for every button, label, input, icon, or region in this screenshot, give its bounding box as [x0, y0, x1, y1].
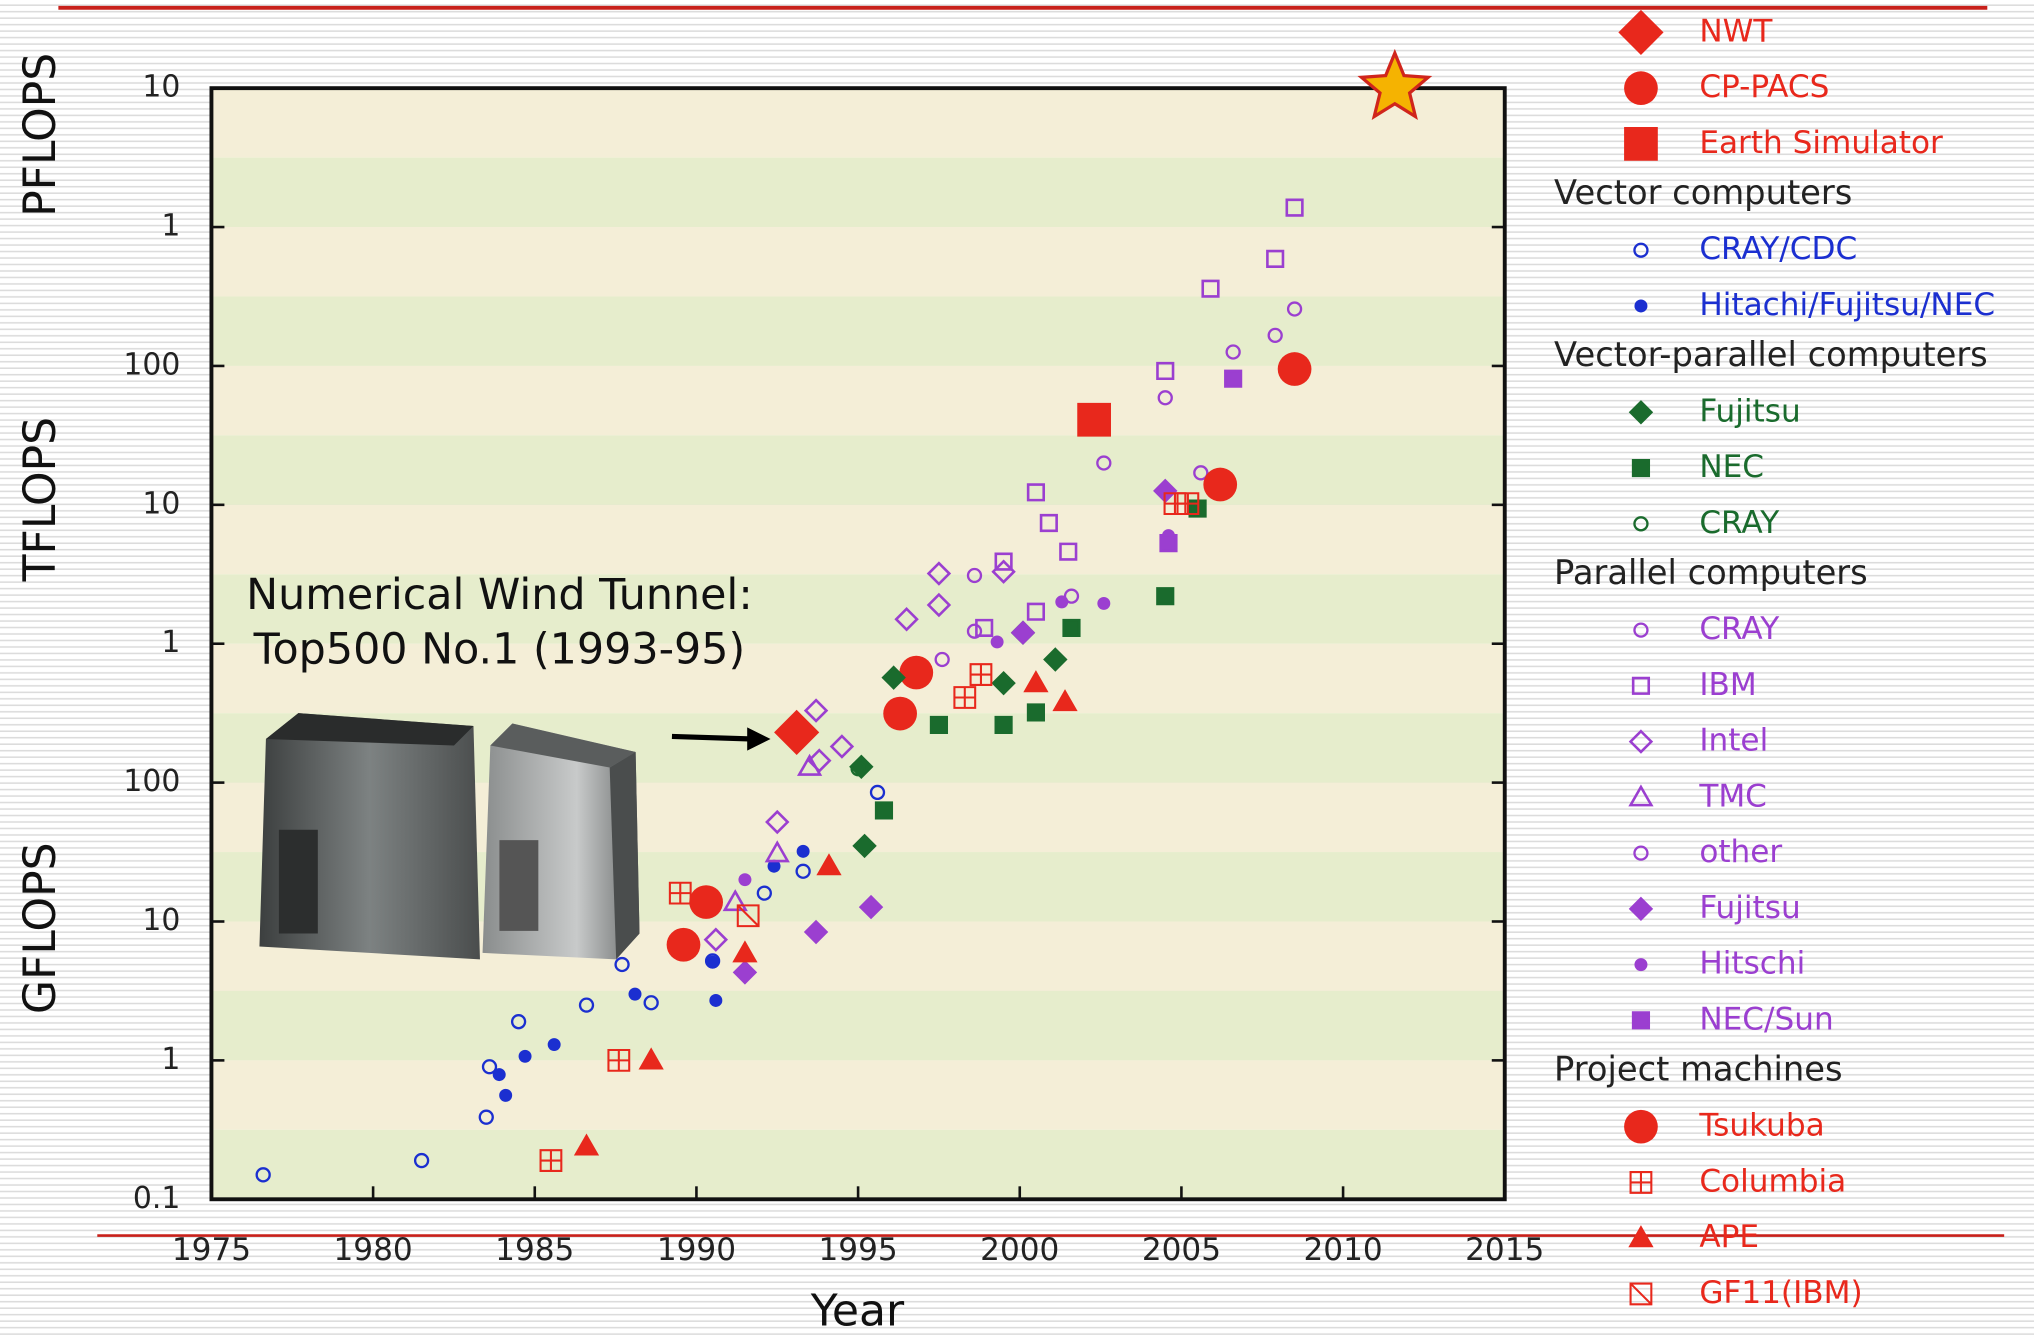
- legend-label: Hitachi/Fujitsu/NEC: [1699, 287, 1995, 323]
- point: [1157, 588, 1173, 604]
- x-tick-label: 1990: [657, 1232, 736, 1268]
- point: [706, 956, 719, 969]
- legend-label: GF11(IBM): [1699, 1275, 1862, 1311]
- legend-label: CRAY: [1699, 611, 1780, 647]
- legend-header: Vector computers: [1554, 173, 1852, 212]
- y-tick-label: 1: [161, 625, 180, 660]
- annotation: Numerical Wind Tunnel:: [246, 570, 753, 620]
- legend-label: Earth Simulator: [1699, 125, 1943, 161]
- y-tick-label: 1: [161, 209, 180, 244]
- x-axis-label: Year: [810, 1285, 905, 1336]
- unit-label: GFLOPS: [15, 842, 66, 1014]
- legend-label: Hitschi: [1699, 946, 1805, 982]
- legend-header: Vector-parallel computers: [1554, 335, 1988, 374]
- point: [689, 885, 723, 919]
- legend-label: NWT: [1699, 13, 1773, 49]
- band: [211, 88, 1504, 157]
- point: [797, 845, 810, 858]
- x-tick-label: 1975: [172, 1232, 251, 1268]
- legend-label: Fujitsu: [1699, 890, 1800, 926]
- point: [876, 803, 892, 819]
- point: [1097, 597, 1110, 610]
- legend-marker: [1625, 128, 1656, 159]
- band: [211, 505, 1504, 574]
- legend-label: Tsukuba: [1698, 1108, 1824, 1144]
- point: [996, 717, 1012, 733]
- legend-label: APE: [1699, 1219, 1759, 1255]
- y-tick-label: 0.1: [133, 1181, 180, 1216]
- x-tick-label: 2015: [1465, 1232, 1544, 1268]
- legend-header: Parallel computers: [1554, 553, 1868, 592]
- point: [1055, 595, 1068, 608]
- legend-label: NEC: [1699, 449, 1764, 485]
- point: [1064, 620, 1080, 636]
- legend-header: Project machines: [1554, 1049, 1842, 1088]
- y-tick-label: 10: [142, 903, 180, 938]
- band: [211, 1060, 1504, 1129]
- band: [211, 227, 1504, 296]
- computer-image: [259, 713, 639, 959]
- point: [899, 656, 933, 690]
- band: [211, 991, 1504, 1060]
- legend-marker: [1624, 71, 1658, 105]
- legend-marker: [1624, 1110, 1658, 1144]
- cabinet-vent: [279, 830, 318, 934]
- y-tick-label: 10: [142, 486, 180, 521]
- y-tick-label: 10: [142, 70, 180, 105]
- point: [1203, 468, 1237, 502]
- point: [738, 873, 751, 886]
- band: [211, 296, 1504, 365]
- point: [519, 1050, 532, 1063]
- legend-marker: [1634, 299, 1647, 312]
- legend-label: Intel: [1699, 723, 1768, 759]
- legend-label: Fujitsu: [1699, 393, 1800, 429]
- x-tick-label: 2005: [1142, 1232, 1221, 1268]
- point: [1225, 371, 1241, 387]
- legend-marker: [1633, 1013, 1649, 1029]
- point: [548, 1038, 561, 1051]
- unit-label: PFLOPS: [15, 53, 66, 217]
- x-tick-label: 2010: [1303, 1232, 1382, 1268]
- chart: 0.1 1 10 100 1 10 100 1 10 1975 1980 1985 1990 1995 20…: [0, 0, 2034, 1338]
- band: [211, 366, 1504, 435]
- point: [1079, 404, 1110, 435]
- legend-label: CRAY/CDC: [1699, 231, 1857, 267]
- legend-label: IBM: [1699, 667, 1756, 703]
- band: [211, 158, 1504, 227]
- legend-label: other: [1699, 834, 1782, 870]
- point: [883, 697, 917, 731]
- legend-label: NEC/Sun: [1699, 1001, 1833, 1037]
- y-tick-label: 1: [161, 1042, 180, 1077]
- arrow-shaft: [672, 736, 752, 739]
- legend-marker: [1634, 958, 1647, 971]
- point: [629, 988, 642, 1001]
- legend-marker: [1633, 460, 1649, 476]
- y-tick-label: 100: [123, 347, 180, 382]
- x-tick-label: 1995: [818, 1232, 897, 1268]
- legend-label: TMC: [1698, 778, 1767, 814]
- point: [709, 994, 722, 1007]
- x-tick-label: 1980: [334, 1232, 413, 1268]
- cabinet-vent: [499, 840, 538, 931]
- point: [1161, 535, 1177, 551]
- legend-label: Columbia: [1699, 1163, 1846, 1199]
- x-tick-label: 1985: [495, 1232, 574, 1268]
- unit-label: TFLOPS: [15, 417, 66, 582]
- x-tick-label: 2000: [980, 1232, 1059, 1268]
- y-tick-label: 100: [123, 764, 180, 799]
- point: [991, 635, 1004, 648]
- point: [667, 928, 701, 962]
- point: [1028, 705, 1044, 721]
- point: [931, 717, 947, 733]
- legend-label: CRAY: [1699, 505, 1780, 541]
- annotation: Top500 No.1 (1993-95): [253, 625, 746, 675]
- point: [493, 1068, 506, 1081]
- point: [1278, 352, 1312, 386]
- legend-label: CP-PACS: [1699, 69, 1829, 105]
- band: [211, 435, 1504, 504]
- point: [499, 1089, 512, 1102]
